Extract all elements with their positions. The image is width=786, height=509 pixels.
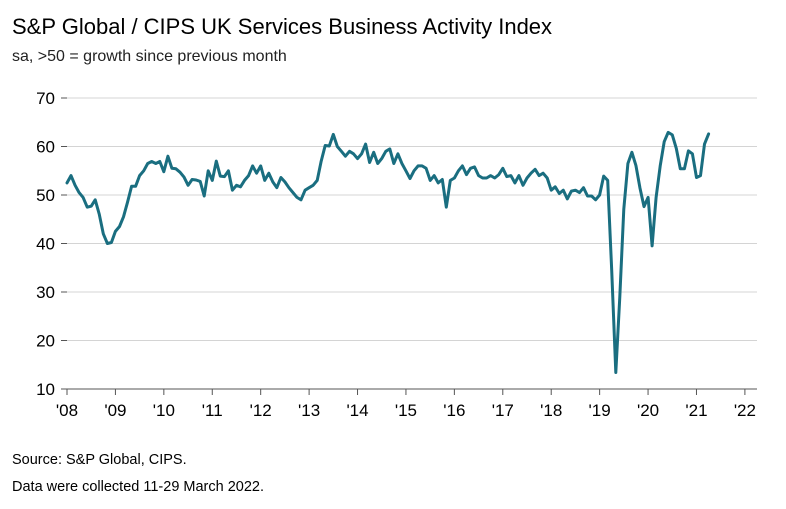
- y-tick-label: 20: [36, 332, 55, 351]
- x-tick-label: '19: [589, 401, 611, 420]
- x-tick-label: '16: [443, 401, 465, 420]
- y-tick-label: 70: [36, 89, 55, 108]
- x-tick-label: '10: [153, 401, 175, 420]
- x-tick-label: '21: [685, 401, 707, 420]
- x-tick-label: '09: [104, 401, 126, 420]
- x-tick-label: '08: [56, 401, 78, 420]
- series-group: [65, 130, 711, 374]
- x-tick-label: '11: [202, 401, 223, 420]
- collection-note: Data were collected 11-29 March 2022.: [12, 479, 265, 495]
- series-line-0: [65, 130, 711, 374]
- y-axis-ticks: 10 20 30 40 50 60 70: [36, 89, 67, 399]
- source-note: Source: S&P Global, CIPS.: [12, 452, 187, 468]
- chart-subtitle: sa, >50 = growth since previous month: [12, 48, 287, 65]
- x-tick-label: '17: [492, 401, 514, 420]
- x-tick-label: '18: [540, 401, 562, 420]
- x-tick-label: '15: [395, 401, 417, 420]
- y-tick-label: 30: [36, 283, 55, 302]
- y-tick-label: 50: [36, 186, 55, 205]
- y-tick-label: 60: [36, 138, 55, 157]
- x-tick-label: '12: [250, 401, 272, 420]
- x-axis-ticks: '08 '09 '10 '11 '12 '13 '14 '15 '16 '17 '18 '19 '20 '…: [56, 389, 756, 420]
- x-tick-label: '14: [346, 401, 368, 420]
- x-tick-label: '13: [298, 401, 320, 420]
- x-tick-label: '20: [637, 401, 659, 420]
- chart-title: S&P Global / CIPS UK Services Business A…: [12, 14, 553, 39]
- y-tick-label: 10: [36, 380, 55, 399]
- y-tick-label: 40: [36, 235, 55, 254]
- x-tick-label: '22: [734, 401, 756, 420]
